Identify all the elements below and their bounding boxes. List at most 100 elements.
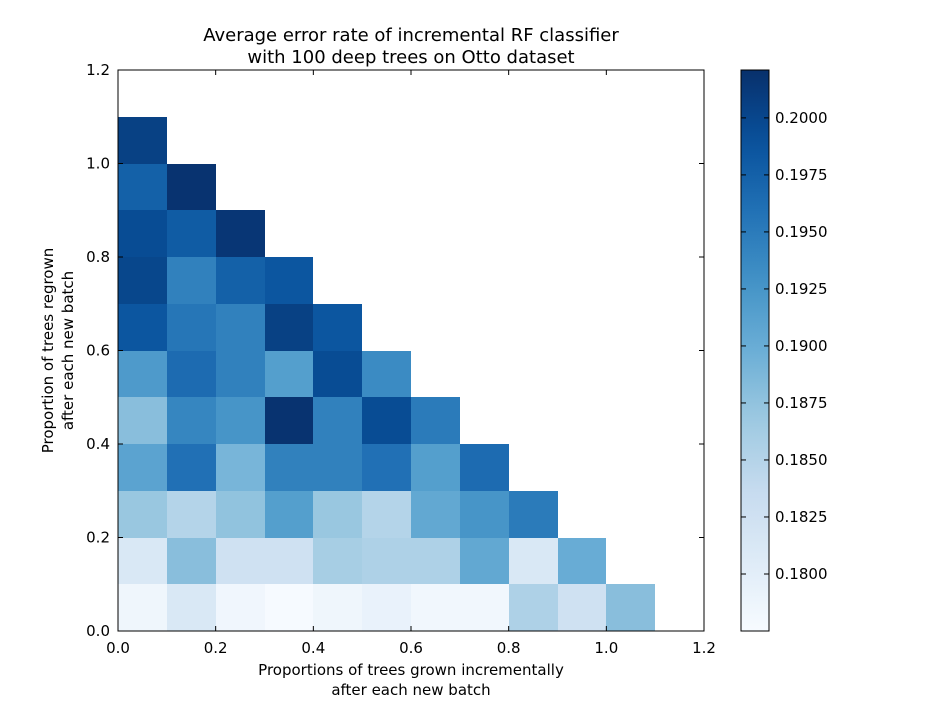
y-tick-label: 0.2 xyxy=(86,529,110,547)
heatmap-cell xyxy=(118,117,167,164)
x-tick-label: 0.4 xyxy=(301,639,325,657)
heatmap-cell xyxy=(118,164,167,210)
heatmap-cell xyxy=(118,538,167,584)
heatmap-cell xyxy=(118,584,167,631)
x-axis-label-line: after each new batch xyxy=(331,681,490,699)
heatmap-cell xyxy=(118,351,167,397)
heatmap-cell xyxy=(558,584,606,631)
heatmap-cell xyxy=(313,444,362,491)
heatmap-cell xyxy=(460,584,509,631)
y-tick-label: 0.4 xyxy=(86,435,110,453)
heatmap-cell xyxy=(167,164,216,210)
heatmap-cell xyxy=(362,584,411,631)
heatmap-cell xyxy=(216,257,265,304)
heatmap-cell xyxy=(118,444,167,491)
colorbar-gradient xyxy=(740,69,770,632)
heatmap-cell xyxy=(362,444,411,491)
y-axis-label: Proportion of trees regrown after each ne… xyxy=(39,248,77,454)
heatmap-cell xyxy=(265,257,313,304)
heatmap-cell xyxy=(216,444,265,491)
heatmap-cell xyxy=(411,584,460,631)
heatmap-cell xyxy=(216,491,265,538)
heatmap-cells xyxy=(118,117,655,631)
heatmap-cell xyxy=(558,538,606,584)
heatmap-cell xyxy=(216,210,265,257)
chart-title-line: with 100 deep trees on Otto dataset xyxy=(247,47,574,68)
heatmap-cell xyxy=(118,397,167,444)
heatmap-cell xyxy=(118,210,167,257)
y-axis-label-line: Proportion of trees regrown xyxy=(39,248,57,454)
x-tick-label: 0.0 xyxy=(106,639,130,657)
heatmap-cell xyxy=(265,304,313,351)
x-axis-label: Proportions of trees grown incrementally… xyxy=(258,661,564,699)
heatmap-cell xyxy=(265,538,313,584)
colorbar-tick-label: 0.1875 xyxy=(775,394,828,412)
heatmap-cell xyxy=(265,444,313,491)
heatmap-cell xyxy=(460,444,509,491)
heatmap-cell xyxy=(167,257,216,304)
heatmap-cell xyxy=(167,538,216,584)
heatmap-cell xyxy=(265,584,313,631)
heatmap-cell xyxy=(411,397,460,444)
heatmap-cell xyxy=(313,397,362,444)
heatmap-cell xyxy=(460,491,509,538)
chart-title: Average error rate of incremental RF cla… xyxy=(203,25,619,68)
x-axis: 0.0 0.2 0.4 0.6 0.8 1.0 1.2 xyxy=(106,70,716,657)
heatmap-cell xyxy=(313,584,362,631)
heatmap-cell xyxy=(216,397,265,444)
heatmap-cell xyxy=(265,351,313,397)
heatmap-cell xyxy=(362,538,411,584)
heatmap-cell xyxy=(460,538,509,584)
y-axis: 0.0 0.2 0.4 0.6 0.8 1.0 1.2 xyxy=(86,61,704,640)
heatmap-cell xyxy=(509,491,558,538)
heatmap-cell xyxy=(313,491,362,538)
heatmap-cell xyxy=(216,538,265,584)
heatmap-cell xyxy=(167,304,216,351)
y-tick-label: 1.0 xyxy=(86,155,110,173)
heatmap-cell xyxy=(216,351,265,397)
heatmap-cell xyxy=(216,584,265,631)
x-tick-label: 0.6 xyxy=(399,639,423,657)
colorbar-tick-label: 0.1850 xyxy=(775,451,828,469)
heatmap-cell xyxy=(265,491,313,538)
x-tick-label: 0.2 xyxy=(204,639,228,657)
heatmap-cell xyxy=(411,491,460,538)
colorbar-tick-label: 0.1825 xyxy=(775,508,828,526)
heatmap-cell xyxy=(509,584,558,631)
heatmap-cell xyxy=(216,304,265,351)
y-tick-label: 0.0 xyxy=(86,622,110,640)
heatmap-cell xyxy=(167,351,216,397)
colorbar: 0.1800 0.1825 0.1850 0.1875 0.1900 0.1925 0.19… xyxy=(740,69,828,632)
chart-title-line: Average error rate of incremental RF cla… xyxy=(203,25,619,46)
heatmap-cell xyxy=(167,210,216,257)
heatmap-cell xyxy=(313,304,362,351)
colorbar-tick-label: 0.1925 xyxy=(775,280,828,298)
y-tick-label: 1.2 xyxy=(86,61,110,79)
y-axis-label-line: after each new batch xyxy=(59,271,77,430)
heatmap-cell xyxy=(167,491,216,538)
x-tick-label: 0.8 xyxy=(497,639,521,657)
heatmap-cell xyxy=(167,397,216,444)
heatmap-cell xyxy=(313,351,362,397)
heatmap-cell xyxy=(167,444,216,491)
heatmap-cell xyxy=(313,538,362,584)
colorbar-tick-label: 0.1900 xyxy=(775,337,828,355)
heatmap-cell xyxy=(411,538,460,584)
colorbar-tick-label: 0.1975 xyxy=(775,166,828,184)
heatmap-cell xyxy=(362,397,411,444)
colorbar-tick-label: 0.2000 xyxy=(775,109,828,127)
heatmap-cell xyxy=(118,491,167,538)
colorbar-tick-label: 0.1800 xyxy=(775,565,828,583)
heatmap-cell xyxy=(509,538,558,584)
y-tick-label: 0.6 xyxy=(86,342,110,360)
heatmap-cell xyxy=(606,584,655,631)
heatmap-cell xyxy=(265,397,313,444)
heatmap-cell xyxy=(167,584,216,631)
colorbar-tick-label: 0.1950 xyxy=(775,223,828,241)
heatmap-cell xyxy=(118,257,167,304)
x-axis-label-line: Proportions of trees grown incrementally xyxy=(258,661,564,679)
y-tick-label: 0.8 xyxy=(86,248,110,266)
heatmap-cell xyxy=(362,351,411,397)
